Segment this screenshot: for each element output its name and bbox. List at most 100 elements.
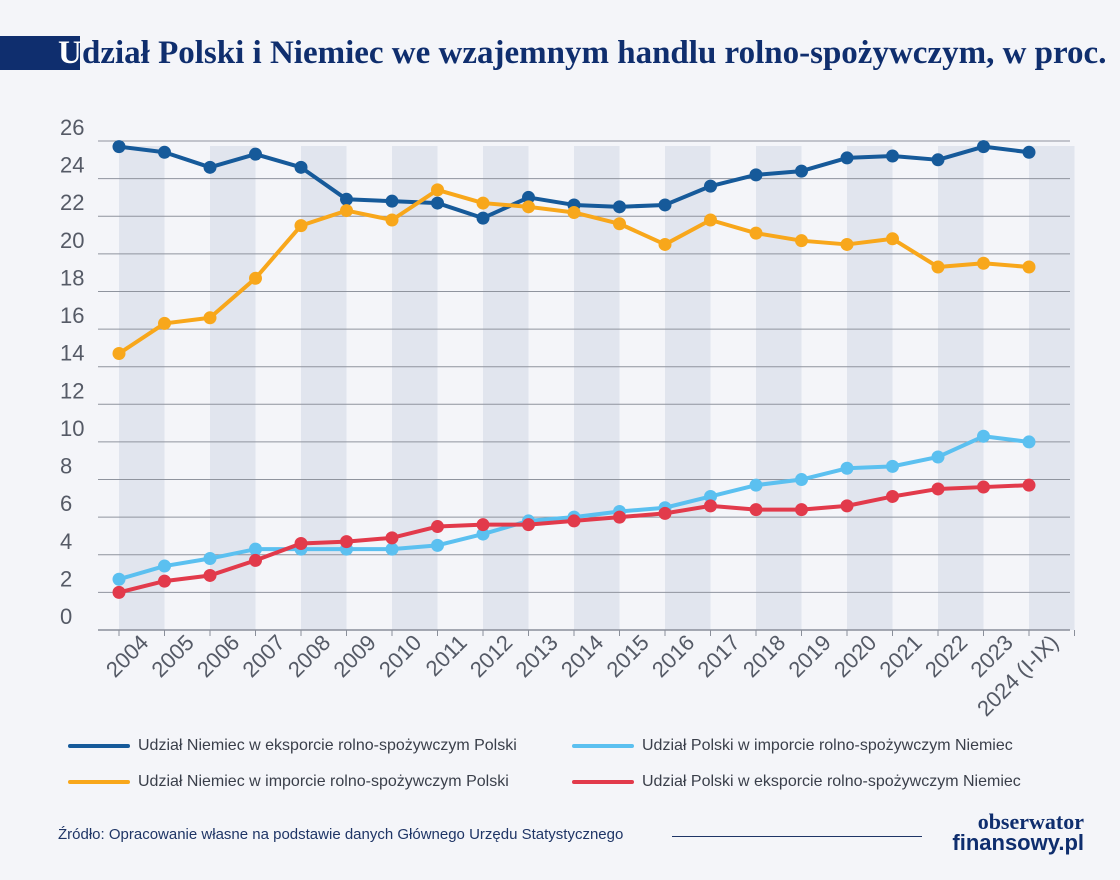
data-point bbox=[203, 568, 217, 582]
data-point bbox=[476, 196, 490, 210]
logo-top-text: obserwator bbox=[977, 809, 1084, 834]
data-point bbox=[749, 478, 763, 492]
data-point bbox=[977, 429, 990, 443]
x-tick-label: 2008 bbox=[283, 630, 335, 682]
x-tick-label: 2009 bbox=[328, 630, 380, 682]
data-point bbox=[931, 482, 945, 496]
column-band bbox=[756, 146, 802, 630]
y-tick-label: 20 bbox=[60, 228, 84, 253]
data-point bbox=[886, 149, 899, 163]
data-point bbox=[886, 459, 899, 473]
y-tick-label: 24 bbox=[60, 153, 84, 178]
series-1 bbox=[112, 429, 1036, 586]
column-band bbox=[1029, 146, 1075, 630]
data-point bbox=[294, 160, 308, 174]
data-point bbox=[613, 200, 626, 214]
legend-item-niemiec-import: Udział Niemiec w imporcie rolno-spożywcz… bbox=[68, 770, 509, 794]
legend-swatch bbox=[572, 780, 634, 784]
data-point bbox=[340, 535, 353, 549]
data-point bbox=[840, 499, 854, 513]
x-tick-label: 2015 bbox=[601, 630, 653, 682]
data-point bbox=[294, 536, 308, 550]
x-tick-label: 2004 bbox=[101, 630, 153, 682]
x-tick-label: 2020 bbox=[829, 630, 881, 682]
series-3 bbox=[112, 478, 1036, 599]
y-tick-label: 10 bbox=[60, 416, 84, 441]
data-point bbox=[658, 237, 672, 251]
data-point bbox=[704, 179, 717, 193]
legend-item-polska-eksport: Udział Polski w eksporcie rolno-spożywcz… bbox=[572, 770, 1021, 794]
data-point bbox=[522, 200, 535, 214]
legend-label: Udział Polski w imporcie rolno-spożywczy… bbox=[642, 737, 1013, 754]
y-tick-label: 14 bbox=[60, 341, 84, 366]
data-point bbox=[749, 168, 763, 182]
data-point bbox=[158, 574, 171, 588]
y-tick-label: 4 bbox=[60, 529, 72, 554]
column-band bbox=[847, 146, 893, 630]
x-tick-label: 2013 bbox=[510, 630, 562, 682]
brand-logo: obserwator finansowy.pl bbox=[934, 809, 1084, 854]
data-point bbox=[112, 585, 126, 599]
data-point bbox=[795, 503, 808, 517]
data-point bbox=[476, 518, 490, 532]
data-point bbox=[886, 489, 899, 503]
data-point bbox=[294, 219, 308, 233]
legend-label: Udział Polski w eksporcie rolno-spożywcz… bbox=[642, 773, 1021, 790]
data-point bbox=[977, 140, 990, 154]
column-band bbox=[938, 146, 984, 630]
legend-swatch bbox=[572, 744, 634, 748]
chart-title: dział Polski i Niemiec we wzajemnym hand… bbox=[82, 35, 1107, 71]
x-tick-label: 2012 bbox=[465, 630, 517, 682]
title-initial: U bbox=[58, 35, 82, 71]
data-point bbox=[522, 190, 535, 204]
data-point bbox=[158, 316, 171, 330]
data-point bbox=[203, 160, 217, 174]
data-point bbox=[795, 473, 808, 487]
data-point bbox=[704, 213, 717, 227]
data-point bbox=[1022, 435, 1036, 449]
data-point bbox=[385, 531, 399, 545]
x-tick-label: 2007 bbox=[237, 630, 289, 682]
y-tick-label: 18 bbox=[60, 265, 84, 290]
x-tick-label: 2014 bbox=[556, 630, 608, 682]
x-tick-label: 2019 bbox=[783, 630, 835, 682]
x-tick-label: 2011 bbox=[421, 630, 472, 681]
data-point bbox=[249, 542, 262, 556]
data-point bbox=[977, 480, 990, 494]
data-point bbox=[476, 211, 490, 225]
y-tick-label: 26 bbox=[60, 115, 84, 140]
data-point bbox=[431, 196, 444, 210]
data-point bbox=[613, 510, 626, 524]
data-point bbox=[704, 489, 717, 503]
data-point bbox=[749, 226, 763, 240]
data-point bbox=[886, 232, 899, 246]
data-point bbox=[203, 552, 217, 566]
data-point bbox=[385, 194, 399, 208]
x-tick-label: 2016 bbox=[647, 630, 699, 682]
data-point bbox=[1022, 478, 1036, 492]
series-2 bbox=[112, 183, 1036, 361]
column-band bbox=[665, 146, 711, 630]
data-point bbox=[112, 572, 126, 586]
data-point bbox=[613, 217, 626, 231]
data-point bbox=[385, 542, 399, 556]
x-tick-label: 2017 bbox=[692, 630, 744, 682]
data-point bbox=[795, 234, 808, 248]
column-band bbox=[392, 146, 438, 630]
x-tick-label: 2018 bbox=[738, 630, 790, 682]
y-tick-label: 0 bbox=[60, 604, 72, 629]
y-tick-label: 2 bbox=[60, 566, 72, 591]
data-point bbox=[840, 461, 854, 475]
source-divider bbox=[672, 836, 922, 837]
data-point bbox=[931, 450, 945, 464]
data-point bbox=[749, 503, 763, 517]
series-0 bbox=[112, 140, 1036, 225]
data-point bbox=[567, 205, 581, 219]
y-tick-label: 6 bbox=[60, 491, 72, 516]
data-point bbox=[522, 518, 535, 532]
data-point bbox=[658, 198, 672, 212]
data-point bbox=[1022, 260, 1036, 274]
x-tick-label: 2005 bbox=[146, 630, 198, 682]
data-point bbox=[931, 153, 945, 167]
